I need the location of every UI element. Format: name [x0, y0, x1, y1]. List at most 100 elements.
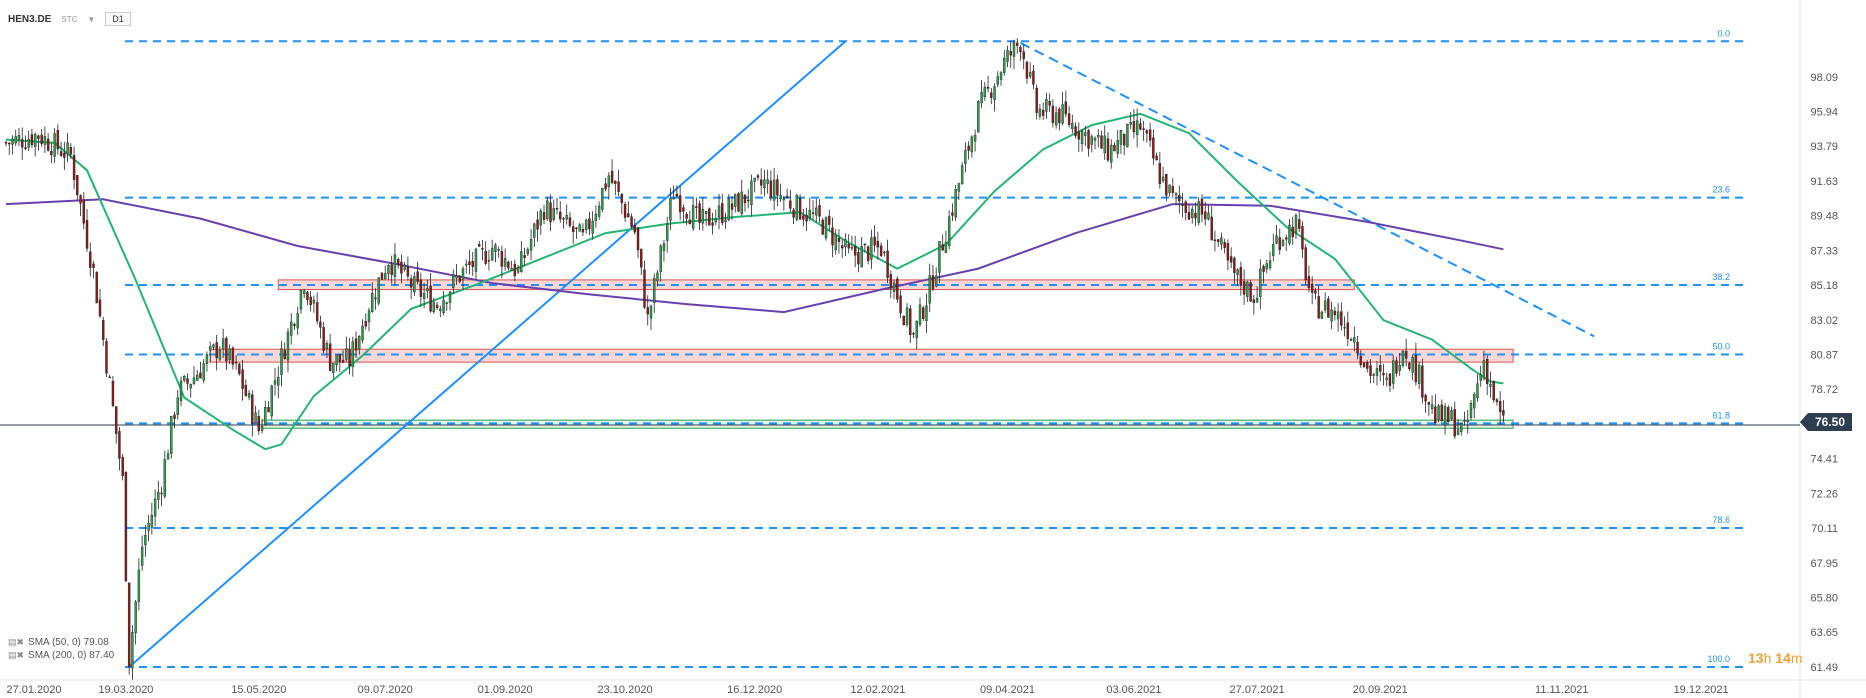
candle-up: [166, 453, 170, 460]
legend-item-sma200[interactable]: ▤✖ SMA (200, 0) 87.40: [8, 649, 114, 662]
candle-up: [153, 498, 157, 517]
candle-down: [912, 333, 915, 335]
candle-up: [202, 363, 205, 381]
source-label: STC: [61, 14, 78, 24]
candle-up: [983, 87, 987, 98]
candle-down: [244, 384, 248, 396]
candle-down: [76, 175, 79, 196]
candle-up: [526, 249, 530, 254]
candle-up: [964, 150, 967, 164]
candle-down: [419, 279, 423, 297]
symbol-label[interactable]: HEN3.DE: [8, 13, 52, 25]
candle-down: [581, 229, 585, 233]
candle-up: [957, 183, 961, 192]
y-tick-label: 85.18: [1810, 280, 1838, 292]
candle-up: [1323, 300, 1327, 311]
candle-up: [1401, 350, 1405, 366]
indicator-settings-icon[interactable]: ▤✖: [8, 637, 25, 647]
countdown-hours-unit: h: [1763, 650, 1772, 666]
candle-down: [896, 278, 899, 300]
candle-down: [46, 138, 50, 151]
candle-down: [695, 206, 698, 208]
indicator-settings-icon[interactable]: ▤✖: [8, 650, 25, 660]
candle-down: [1139, 123, 1142, 130]
candle-up: [1255, 297, 1259, 303]
candle-up: [11, 138, 14, 145]
candle-down: [328, 343, 332, 371]
candle-up: [782, 197, 786, 201]
candle-up: [474, 248, 478, 272]
candle-up: [413, 276, 416, 293]
candle-down: [1223, 242, 1226, 248]
y-tick-label: 95.94: [1810, 107, 1838, 119]
y-tick-label: 93.79: [1810, 141, 1838, 153]
candle-down: [1317, 296, 1320, 319]
candle-up: [552, 208, 555, 220]
candle-down: [1171, 186, 1175, 193]
candle-up: [565, 214, 568, 220]
candle-up: [1288, 224, 1291, 244]
candle-up: [150, 515, 154, 528]
candle-up: [1385, 377, 1388, 380]
candle-down: [1087, 130, 1090, 149]
candle-up: [753, 177, 756, 182]
candle-up: [1275, 235, 1278, 244]
chevron-down-icon[interactable]: ▼: [87, 14, 96, 24]
candle-down: [1155, 155, 1158, 161]
candle-down: [721, 203, 724, 223]
candle-down: [1346, 322, 1350, 339]
legend-item-sma50[interactable]: ▤✖ SMA (50, 0) 79.08: [8, 636, 114, 649]
candle-up: [1116, 140, 1119, 154]
candle-up: [960, 165, 964, 185]
candle-down: [1100, 135, 1103, 149]
timeframe-selector[interactable]: D1: [105, 12, 131, 26]
candle-up: [815, 207, 818, 216]
candle-up: [1479, 374, 1482, 381]
candle-up: [1330, 309, 1333, 322]
candle-down: [1447, 407, 1450, 423]
candle-down: [364, 321, 367, 327]
candle-up: [351, 341, 355, 367]
candle-up: [461, 268, 465, 281]
candle-down: [199, 372, 202, 379]
candle-up: [264, 406, 267, 425]
candle-up: [1174, 193, 1178, 196]
candle-down: [1239, 267, 1243, 286]
candle-down: [1434, 406, 1437, 424]
candle-up: [795, 194, 799, 220]
candle-up: [33, 134, 37, 147]
candle-up: [870, 237, 873, 260]
candle-down: [390, 264, 393, 275]
candle-up: [1097, 134, 1100, 138]
candle-down: [1340, 311, 1343, 326]
candle-down: [1194, 212, 1197, 219]
candle-up: [691, 205, 695, 229]
candle-down: [1051, 105, 1055, 124]
candle-down: [1485, 358, 1489, 385]
candle-up: [1417, 364, 1421, 384]
candle-down: [1158, 163, 1162, 185]
candle-up: [432, 302, 436, 313]
candle-up: [208, 346, 212, 351]
candle-up: [1028, 72, 1032, 77]
candle-up: [144, 535, 147, 546]
candle-up: [1246, 281, 1249, 297]
candle-up: [750, 180, 753, 206]
candle-up: [270, 385, 273, 417]
trendline-solid: [128, 40, 847, 668]
candle-up: [1084, 132, 1087, 136]
candle-up: [1460, 422, 1463, 432]
candle-down: [633, 224, 636, 233]
candle-down: [1165, 173, 1168, 196]
candle-down: [429, 285, 432, 312]
candle-down: [1314, 290, 1317, 294]
candle-up: [455, 275, 458, 279]
candle-down: [114, 406, 118, 434]
candle-up: [1093, 137, 1097, 141]
candle-up: [1336, 311, 1340, 320]
candle-down: [1148, 129, 1152, 141]
candle-down: [186, 378, 189, 384]
candle-down: [111, 381, 115, 406]
candle-down: [682, 207, 685, 212]
